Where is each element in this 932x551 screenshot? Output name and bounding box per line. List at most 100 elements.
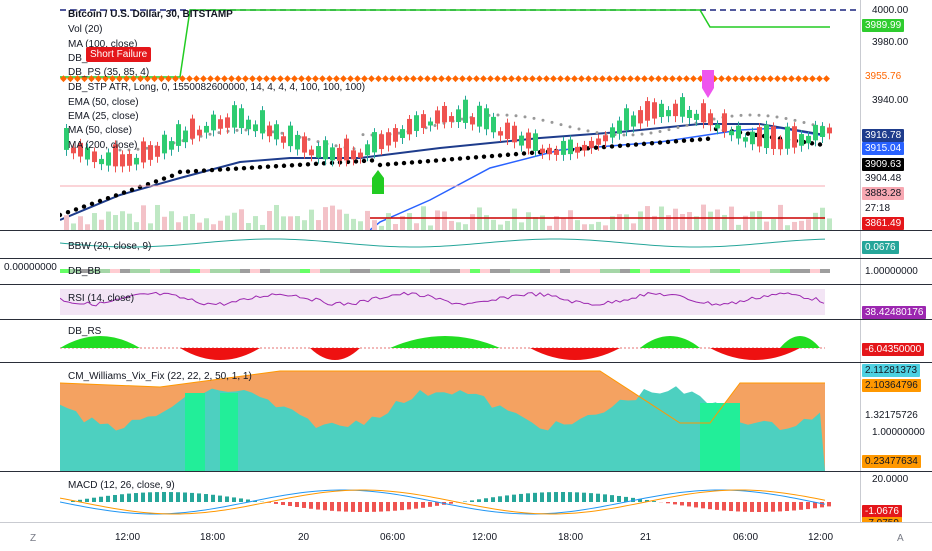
candle-body xyxy=(757,127,762,146)
macd-histogram-bar xyxy=(519,494,523,502)
indicator-vol[interactable]: Vol (20) xyxy=(68,23,102,36)
macd-histogram-bar xyxy=(673,502,677,504)
db-bb-value-tag: 1.00000000 xyxy=(862,265,921,278)
ema-dot xyxy=(130,188,134,192)
ma-dot xyxy=(587,129,590,132)
diamond-marker: ◆ xyxy=(753,73,760,83)
bbw-pane[interactable] xyxy=(60,231,860,258)
volume-bar xyxy=(820,208,825,230)
ema-dot xyxy=(674,139,678,143)
candle-body xyxy=(421,114,426,128)
ema-dot xyxy=(154,179,158,183)
indicator-ema25[interactable]: EMA (25, close) xyxy=(68,110,139,123)
volume-bar xyxy=(358,221,363,230)
indicator-db-ps[interactable]: DB_PS (35, 85, 4) xyxy=(68,66,149,79)
volume-bar xyxy=(344,214,349,230)
db-bb-cell xyxy=(160,269,170,273)
candle-body xyxy=(288,126,293,147)
macd-histogram-bar xyxy=(99,497,103,502)
volume-bar xyxy=(246,223,251,230)
volume-bar xyxy=(78,216,83,230)
indicator-db[interactable]: DB_ xyxy=(68,52,87,65)
ema-dot xyxy=(610,144,614,148)
volume-bar xyxy=(99,220,104,230)
db-bb-cell xyxy=(570,269,580,273)
macd-histogram-bar xyxy=(92,498,96,502)
db-bb-cell xyxy=(520,269,530,273)
diamond-marker: ◆ xyxy=(669,73,676,83)
db-bb-cell xyxy=(340,269,350,273)
candle-body xyxy=(442,106,447,122)
candle-body xyxy=(176,124,181,146)
db-bb-cell xyxy=(790,269,800,273)
candle-body xyxy=(337,148,342,161)
db-bb-cell xyxy=(550,269,560,273)
db-bb-cell xyxy=(120,269,130,273)
macd-histogram-bar xyxy=(470,500,474,502)
candle-body xyxy=(365,144,370,155)
candle-body xyxy=(225,117,230,127)
candle-body xyxy=(582,145,587,151)
diamond-marker: ◆ xyxy=(662,73,669,83)
indicator-ma50[interactable]: MA (50, close) xyxy=(68,124,132,137)
bbw-label[interactable]: BBW (20, close, 9) xyxy=(68,240,151,253)
candle-body xyxy=(666,110,671,116)
short-signal-arrow xyxy=(702,70,714,98)
db-bb-cell xyxy=(510,269,520,273)
candle-body xyxy=(120,154,125,166)
volume-bar xyxy=(750,212,755,230)
macd-histogram-bar xyxy=(323,502,327,510)
macd-histogram-bar xyxy=(218,496,222,502)
ema-dot xyxy=(378,163,382,167)
candle-body xyxy=(624,108,629,130)
ema-dot xyxy=(818,142,822,146)
macd-histogram-bar xyxy=(575,492,579,502)
rsi-pane[interactable] xyxy=(60,285,860,319)
macd-histogram-bar xyxy=(498,496,502,502)
indicator-ma200[interactable]: MA (200, close) xyxy=(68,139,137,152)
candle-body xyxy=(519,136,524,146)
db-bb-cell xyxy=(730,269,740,273)
macd-histogram-bar xyxy=(589,493,593,502)
candle-body xyxy=(267,126,272,137)
ema-dot xyxy=(474,155,478,159)
candle-body xyxy=(764,125,769,148)
macd-label[interactable]: MACD (12, 26, close, 9) xyxy=(68,479,175,492)
volume-bar xyxy=(638,211,643,230)
diamond-marker: ◆ xyxy=(655,73,662,83)
rsi-label[interactable]: RSI (14, close) xyxy=(68,292,134,305)
vix-label[interactable]: CM_Williams_Vix_Fix (22, 22, 2, 50, 1, 1… xyxy=(68,370,252,383)
time-axis-label: 12:00 xyxy=(115,532,140,543)
db-bb-cell xyxy=(430,269,440,273)
diamond-marker: ◆ xyxy=(403,73,410,83)
db-bb-cell xyxy=(330,269,340,273)
ma-dot xyxy=(749,114,752,117)
candle-body xyxy=(708,113,713,125)
indicator-db-stp[interactable]: DB_STP ATR, Long, 0, 1550082600000, 14, … xyxy=(68,81,365,94)
db-bb-pane[interactable] xyxy=(60,259,860,284)
db-rs-label[interactable]: DB_RS xyxy=(68,325,101,338)
candle-body xyxy=(477,106,482,127)
symbol-title[interactable]: Bitcoin / U.S. Dollar, 30, BITSTAMP xyxy=(68,8,233,21)
candle-body xyxy=(155,146,160,157)
candle-body xyxy=(295,135,300,150)
ema-dot xyxy=(682,138,686,142)
db-bb-cell xyxy=(700,269,710,273)
diamond-marker: ◆ xyxy=(788,73,795,83)
zoom-toggle-icon[interactable]: Z xyxy=(30,533,36,544)
db-bb-cell xyxy=(110,269,120,273)
ema-dot xyxy=(442,158,446,162)
db-rs-pane[interactable] xyxy=(60,320,860,362)
ma-dot xyxy=(686,124,689,127)
volume-bar xyxy=(253,216,258,230)
macd-pane[interactable] xyxy=(60,472,860,522)
ma-dot xyxy=(794,119,797,122)
candle-body xyxy=(211,115,216,131)
ema-dot xyxy=(266,165,270,169)
auto-scale-icon[interactable]: A xyxy=(897,533,904,544)
indicator-ema50[interactable]: EMA (50, close) xyxy=(68,96,139,109)
volume-bar xyxy=(365,211,370,230)
long-signal-arrow xyxy=(372,170,384,194)
main-price-pane[interactable]: ◆◆◆◆◆◆◆◆◆◆◆◆◆◆◆◆◆◆◆◆◆◆◆◆◆◆◆◆◆◆◆◆◆◆◆◆◆◆◆◆… xyxy=(60,0,860,230)
db-bb-label[interactable]: DB_BB xyxy=(68,265,101,278)
